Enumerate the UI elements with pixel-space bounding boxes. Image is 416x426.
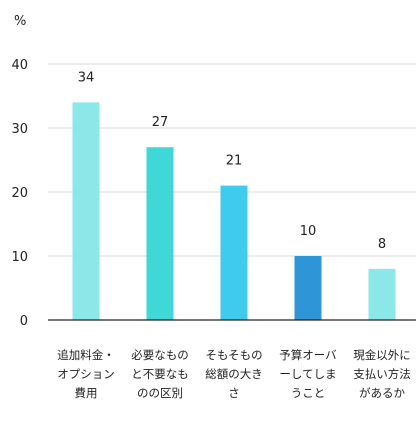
bar xyxy=(146,147,174,320)
y-axis-unit-label: % xyxy=(14,14,26,29)
x-category-label-line: ーしてしま xyxy=(279,367,337,381)
x-category-label-line: 追加料金・ xyxy=(57,348,115,362)
x-category-label: そもそもの総額の大きさ xyxy=(194,346,274,403)
x-category-label-line: 予算オーバ xyxy=(279,348,337,362)
x-category-label-line: さ xyxy=(228,386,240,400)
y-tick-labels: 0 10 20 30 40 xyxy=(11,58,28,329)
bar-value-label: 21 xyxy=(226,154,243,169)
bar xyxy=(368,268,396,320)
y-tick-label: 30 xyxy=(11,122,28,137)
x-category-label: 予算オーバーしてしまうこと xyxy=(268,346,348,403)
y-tick-label: 40 xyxy=(11,58,28,73)
x-category-label-line: うこと xyxy=(290,386,326,400)
bars xyxy=(72,102,396,321)
bar xyxy=(220,185,248,320)
y-tick-label: 10 xyxy=(11,250,28,265)
y-tick-label: 0 xyxy=(20,314,28,329)
x-category-label-line: 必要なもの xyxy=(131,348,189,362)
x-category-label-line: 総額の大き xyxy=(205,367,263,381)
x-category-label-line: 現金以外に xyxy=(353,348,411,362)
bar-value-label: 10 xyxy=(300,224,317,239)
bar xyxy=(294,256,322,320)
x-category-label-line: 費用 xyxy=(74,386,98,400)
x-category-label-line: 支払い方法 xyxy=(353,367,411,381)
y-tick-label: 20 xyxy=(11,186,28,201)
bar-value-label: 27 xyxy=(152,115,169,130)
bar xyxy=(72,102,100,321)
x-category-label: 追加料金・オプション費用 xyxy=(46,346,126,403)
bar-value-label: 34 xyxy=(78,70,95,85)
x-category-label: 現金以外に支払い方法があるか xyxy=(342,346,416,403)
x-category-label-line: そもそもの xyxy=(205,348,263,362)
x-category-label-line: オプション xyxy=(57,367,115,381)
x-category-label-line: があるか xyxy=(359,386,405,400)
x-category-label: 必要なものと不要なものの区別 xyxy=(120,346,200,403)
x-category-label-line: と不要なも xyxy=(131,367,189,381)
bar-value-label: 8 xyxy=(378,237,386,252)
data-labels: 34 27 21 10 8 xyxy=(78,70,386,251)
x-category-label-line: のの区別 xyxy=(137,386,183,400)
